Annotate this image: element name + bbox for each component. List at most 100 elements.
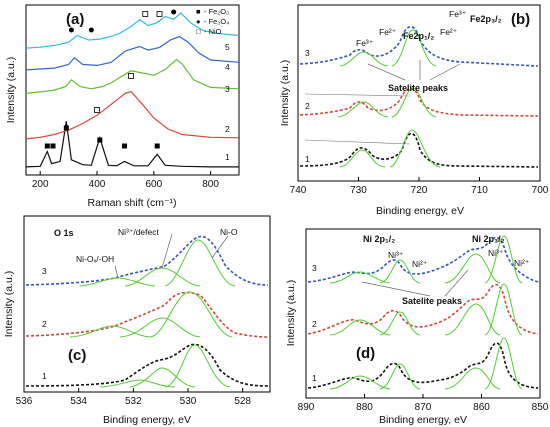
panel-d-x-label: Binding energy, eV: [379, 414, 467, 426]
panel-b-x-tick-label: 700: [532, 185, 549, 196]
panel-d-fit-peak: [444, 303, 501, 336]
panel-d-ann-ni2p32: Ni 2p₃/₂: [472, 234, 505, 244]
panel-d-fit-peak: [329, 375, 391, 390]
panel-b-ann-fe2p12: Fe2p₁/₂: [403, 31, 434, 41]
nio-marker: [142, 11, 149, 17]
panel-a-series-3: [25, 58, 240, 94]
panel-b-x-tick-label: 710: [471, 185, 488, 196]
panel-c-fit-peak: [99, 379, 176, 388]
panel-b-ann-fe2p32: Fe2p₃/₂: [470, 14, 502, 24]
panel-a-series-4: [25, 35, 240, 71]
panel-a-legend: ■ - Fe₂O₃ ● - Fe₃O₄ □ - NiO: [196, 7, 229, 36]
panel-b-fit-peak: [339, 51, 389, 67]
panel-a-x-ticks: 200 400 600 800: [32, 171, 219, 190]
panel-d-x-tick-label: 870: [415, 402, 432, 413]
panel-d-label: (d): [356, 345, 375, 362]
panel-a-series-label-2: 2: [225, 124, 230, 134]
panel-d-spectrum-2: [307, 283, 539, 335]
panel-c-stack-3: 3: [42, 266, 47, 276]
panel-c-spectrum-2: [25, 291, 269, 338]
panel-c-x-tick-label: 528: [234, 396, 251, 407]
panel-a-series-label-5: 5: [225, 42, 230, 52]
panel-b-label: (b): [511, 11, 530, 28]
panel-c-x-tick-label: 536: [16, 396, 33, 407]
panel-b-fit-peak: [391, 87, 437, 118]
panel-a-series-labels: 1 2 3 4 5: [225, 42, 230, 162]
legend-label-fe3o4: - Fe₃O₄: [204, 17, 229, 26]
panel-b-x-label: Binding energy, eV: [376, 205, 464, 217]
legend-label-nio: - NiO: [204, 27, 222, 36]
fe2o3-marker: [97, 137, 103, 143]
panel-b-ann-fe2-2: Fe²⁺: [440, 27, 458, 37]
legend-marker-nio: □: [196, 27, 201, 36]
panel-d-fit-peak: [444, 367, 501, 390]
panel-c-ann-niox-oh: Ni-Oₓ/-OH: [76, 254, 114, 264]
panel-d-ann-ni2-1: Ni²⁺: [412, 259, 428, 269]
panel-d-stack-3: 3: [312, 263, 317, 273]
panel-b-arrow: [429, 63, 461, 81]
panel-d-fit-peak: [484, 283, 523, 336]
panel-a-markers: [44, 9, 177, 149]
panel-c-ann-ni3-defect: Ni³⁺/defect: [118, 227, 159, 237]
panel-a-label: (a): [66, 11, 84, 28]
nio-marker: [94, 107, 100, 113]
panel-d-arrow: [444, 269, 469, 297]
panel-b-fit-peak: [389, 129, 441, 168]
panel-c-y-label: Intensity (a.u.): [3, 271, 15, 338]
panel-c-x-tick-label: 534: [70, 396, 87, 407]
panel-d-ann-ni3-2: Ni³⁺: [488, 248, 504, 258]
panel-b-x-tick-label: 740: [290, 185, 307, 196]
panel-c-x-ticks: 536 534 532 530 528: [16, 388, 251, 407]
panel-d-stack-2: 2: [312, 319, 317, 329]
panel-b-stack-1: 1: [305, 154, 310, 164]
legend-label-fe2o3: - Fe₂O₃: [204, 7, 229, 16]
panel-c-ann-nio: Ni-O: [220, 227, 238, 237]
panel-d-fit-peak: [484, 337, 523, 390]
panel-a-x-tick-label: 600: [145, 179, 162, 190]
panel-b-background: [304, 93, 411, 97]
panel-b-arrow: [367, 63, 406, 81]
panel-a-y-label: Intensity (a.u.): [5, 57, 17, 124]
panel-b-fit-peak: [391, 29, 437, 67]
panel-a-series-label-4: 4: [225, 62, 230, 72]
panel-b-ann-fe2-1: Fe²⁺: [379, 27, 397, 37]
panel-d-x-tick-label: 850: [532, 402, 549, 413]
panel-a-x-label: Raman shift (cm⁻¹): [88, 197, 177, 209]
panel-d-ann-ni2p12: Ni 2p₁/₂: [363, 234, 395, 244]
panel-c-arrow: [114, 265, 119, 279]
panel-c-arrow: [211, 235, 229, 259]
panel-c-spectrum-1: [25, 343, 269, 387]
panel-a-x-tick-label: 400: [89, 179, 106, 190]
panel-a-x-tick-label: 200: [32, 179, 49, 190]
panel-c-stack-2: 2: [42, 319, 47, 329]
panel-d-x-tick-label: 880: [356, 402, 373, 413]
panel-c-x-tick-label: 530: [180, 396, 197, 407]
fe2o3-marker: [154, 143, 160, 149]
panel-d-fit-peak: [444, 253, 501, 284]
panel-c-arrow: [161, 233, 173, 269]
panel-c-frame: [23, 215, 271, 393]
fe2o3-marker: [44, 143, 50, 149]
panel-b-ann-satellite: Satelite peaks: [388, 83, 448, 93]
panel-a-frame: [25, 4, 240, 176]
panel-c-x-label: Binding energy, eV: [103, 414, 191, 426]
panel-a-curves: [25, 12, 240, 168]
panel-c-fit-peak: [149, 291, 233, 338]
panel-b-spectrum-1: [299, 132, 539, 168]
fe2o3-marker: [63, 125, 69, 131]
panel-c-fit-peak: [164, 344, 231, 388]
panel-d: 890 880 870 860 850 (d) Binding energy, eV I…: [285, 228, 549, 426]
panel-b-y-label: Intensity (a.u.): [279, 60, 291, 127]
panel-d-fit-peak: [329, 319, 391, 336]
panel-a-series-label-1: 1: [225, 152, 230, 162]
panel-d-fit-peak: [379, 311, 421, 336]
panel-b-ann-fe3-2: Fe³⁺: [449, 9, 467, 19]
panel-d-stack-1: 1: [312, 373, 317, 383]
panel-c-curves: [25, 233, 269, 388]
panel-d-fit-peak: [379, 363, 421, 390]
panel-b-spectrum-3: [299, 25, 539, 67]
panel-d-frame: [305, 228, 541, 399]
panel-a-x-tick-label: 800: [202, 179, 219, 190]
panel-b-x-tick-label: 720: [411, 185, 428, 196]
